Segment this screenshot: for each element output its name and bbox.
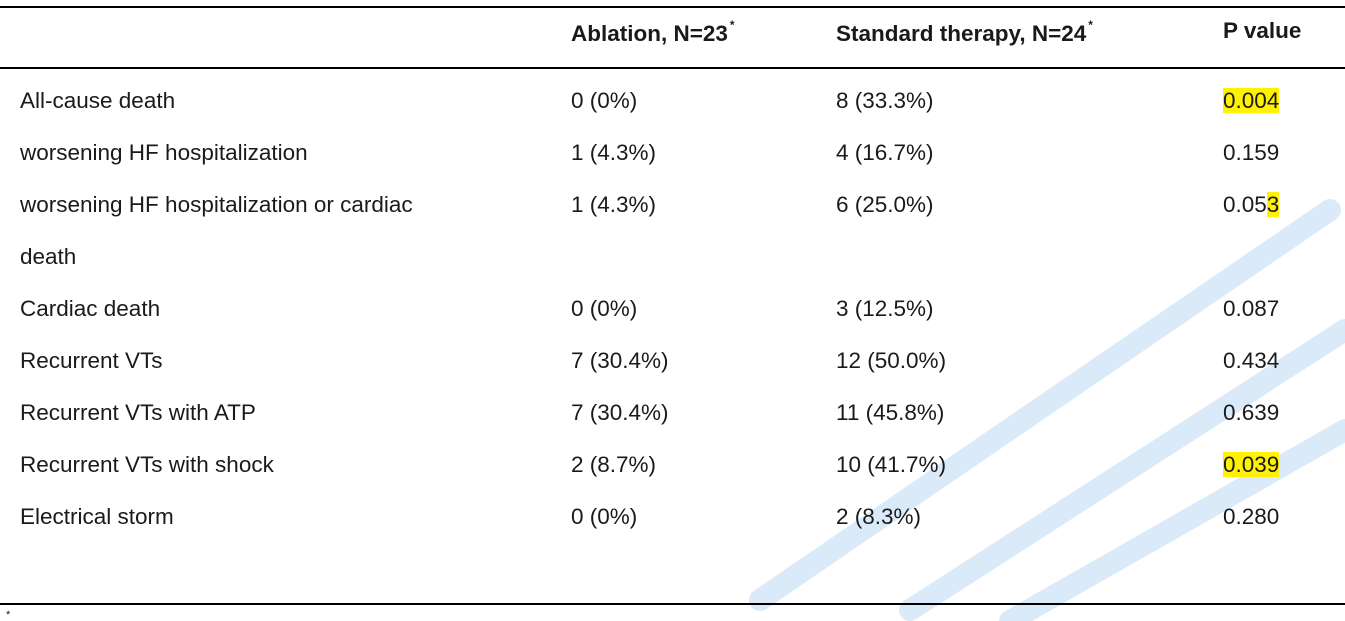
header-standard-therapy: Standard therapy, N=24 * (836, 18, 1093, 46)
ablation-value: 1 (4.3%) (571, 192, 657, 217)
p-value-text: 0.159 (1223, 140, 1280, 165)
outcome-label: worsening HF hospitalization or cardiac (20, 192, 413, 217)
p-value: 0.053 (1223, 192, 1280, 218)
p-value-text: 0.087 (1223, 296, 1280, 321)
table-header-rule (0, 67, 1345, 69)
p-value: 0.004 (1223, 88, 1280, 114)
header-ablation: Ablation, N=23 * (571, 18, 735, 46)
watermark-stroke (999, 419, 1345, 621)
ablation-value: 7 (30.4%) (571, 400, 669, 425)
standard-value: 11 (45.8%) (836, 400, 945, 425)
ablation-value: 0 (0%) (571, 296, 638, 321)
p-value: 0.639 (1223, 400, 1279, 426)
outcome-label: Recurrent VTs with ATP (20, 400, 256, 425)
table-bottom-rule (0, 603, 1345, 605)
p-value: 0.434 (1223, 348, 1279, 374)
ablation-value: 1 (4.3%) (571, 140, 657, 165)
outcome-label: worsening HF hospitalization (20, 140, 308, 165)
watermark-stroke (899, 319, 1345, 621)
p-value-text: 0.434 (1223, 348, 1280, 373)
p-value: 0.159 (1223, 140, 1279, 166)
standard-value: 6 (25.0%) (836, 192, 934, 217)
p-value-highlight: 0.004 (1223, 88, 1280, 113)
outcome-label: Recurrent VTs with shock (20, 452, 274, 477)
p-value: 0.087 (1223, 296, 1279, 322)
standard-value: 4 (16.7%) (836, 140, 934, 165)
header-p-value: P value (1223, 18, 1302, 43)
p-value-text: 0.639 (1223, 400, 1280, 425)
standard-value: 10 (41.7%) (836, 452, 947, 477)
p-value-highlight: 0.039 (1223, 452, 1280, 477)
ablation-value: 0 (0%) (571, 504, 638, 529)
p-value-text: 0.280 (1223, 504, 1280, 529)
outcome-label: All-cause death (20, 88, 176, 113)
outcome-label-continued: death (20, 244, 77, 269)
outcome-label: Electrical storm (20, 504, 174, 529)
footnote-mark: * (6, 609, 11, 621)
table-top-rule (0, 6, 1345, 8)
standard-value: 2 (8.3%) (836, 504, 922, 529)
p-value-text: 0.05 (1223, 192, 1267, 217)
standard-value: 12 (50.0%) (836, 348, 947, 373)
standard-value: 8 (33.3%) (836, 88, 934, 113)
header-standard-footnote-mark: * (1088, 18, 1093, 32)
ablation-value: 0 (0%) (571, 88, 638, 113)
p-value-highlight: 3 (1266, 192, 1280, 217)
outcome-label: Recurrent VTs (20, 348, 163, 373)
ablation-value: 2 (8.7%) (571, 452, 657, 477)
p-value: 0.280 (1223, 504, 1279, 530)
p-value: 0.039 (1223, 452, 1280, 478)
header-ablation-footnote-mark: * (729, 18, 735, 32)
outcome-label: Cardiac death (20, 296, 161, 321)
standard-value: 3 (12.5%) (836, 296, 934, 321)
ablation-value: 7 (30.4%) (571, 348, 669, 373)
